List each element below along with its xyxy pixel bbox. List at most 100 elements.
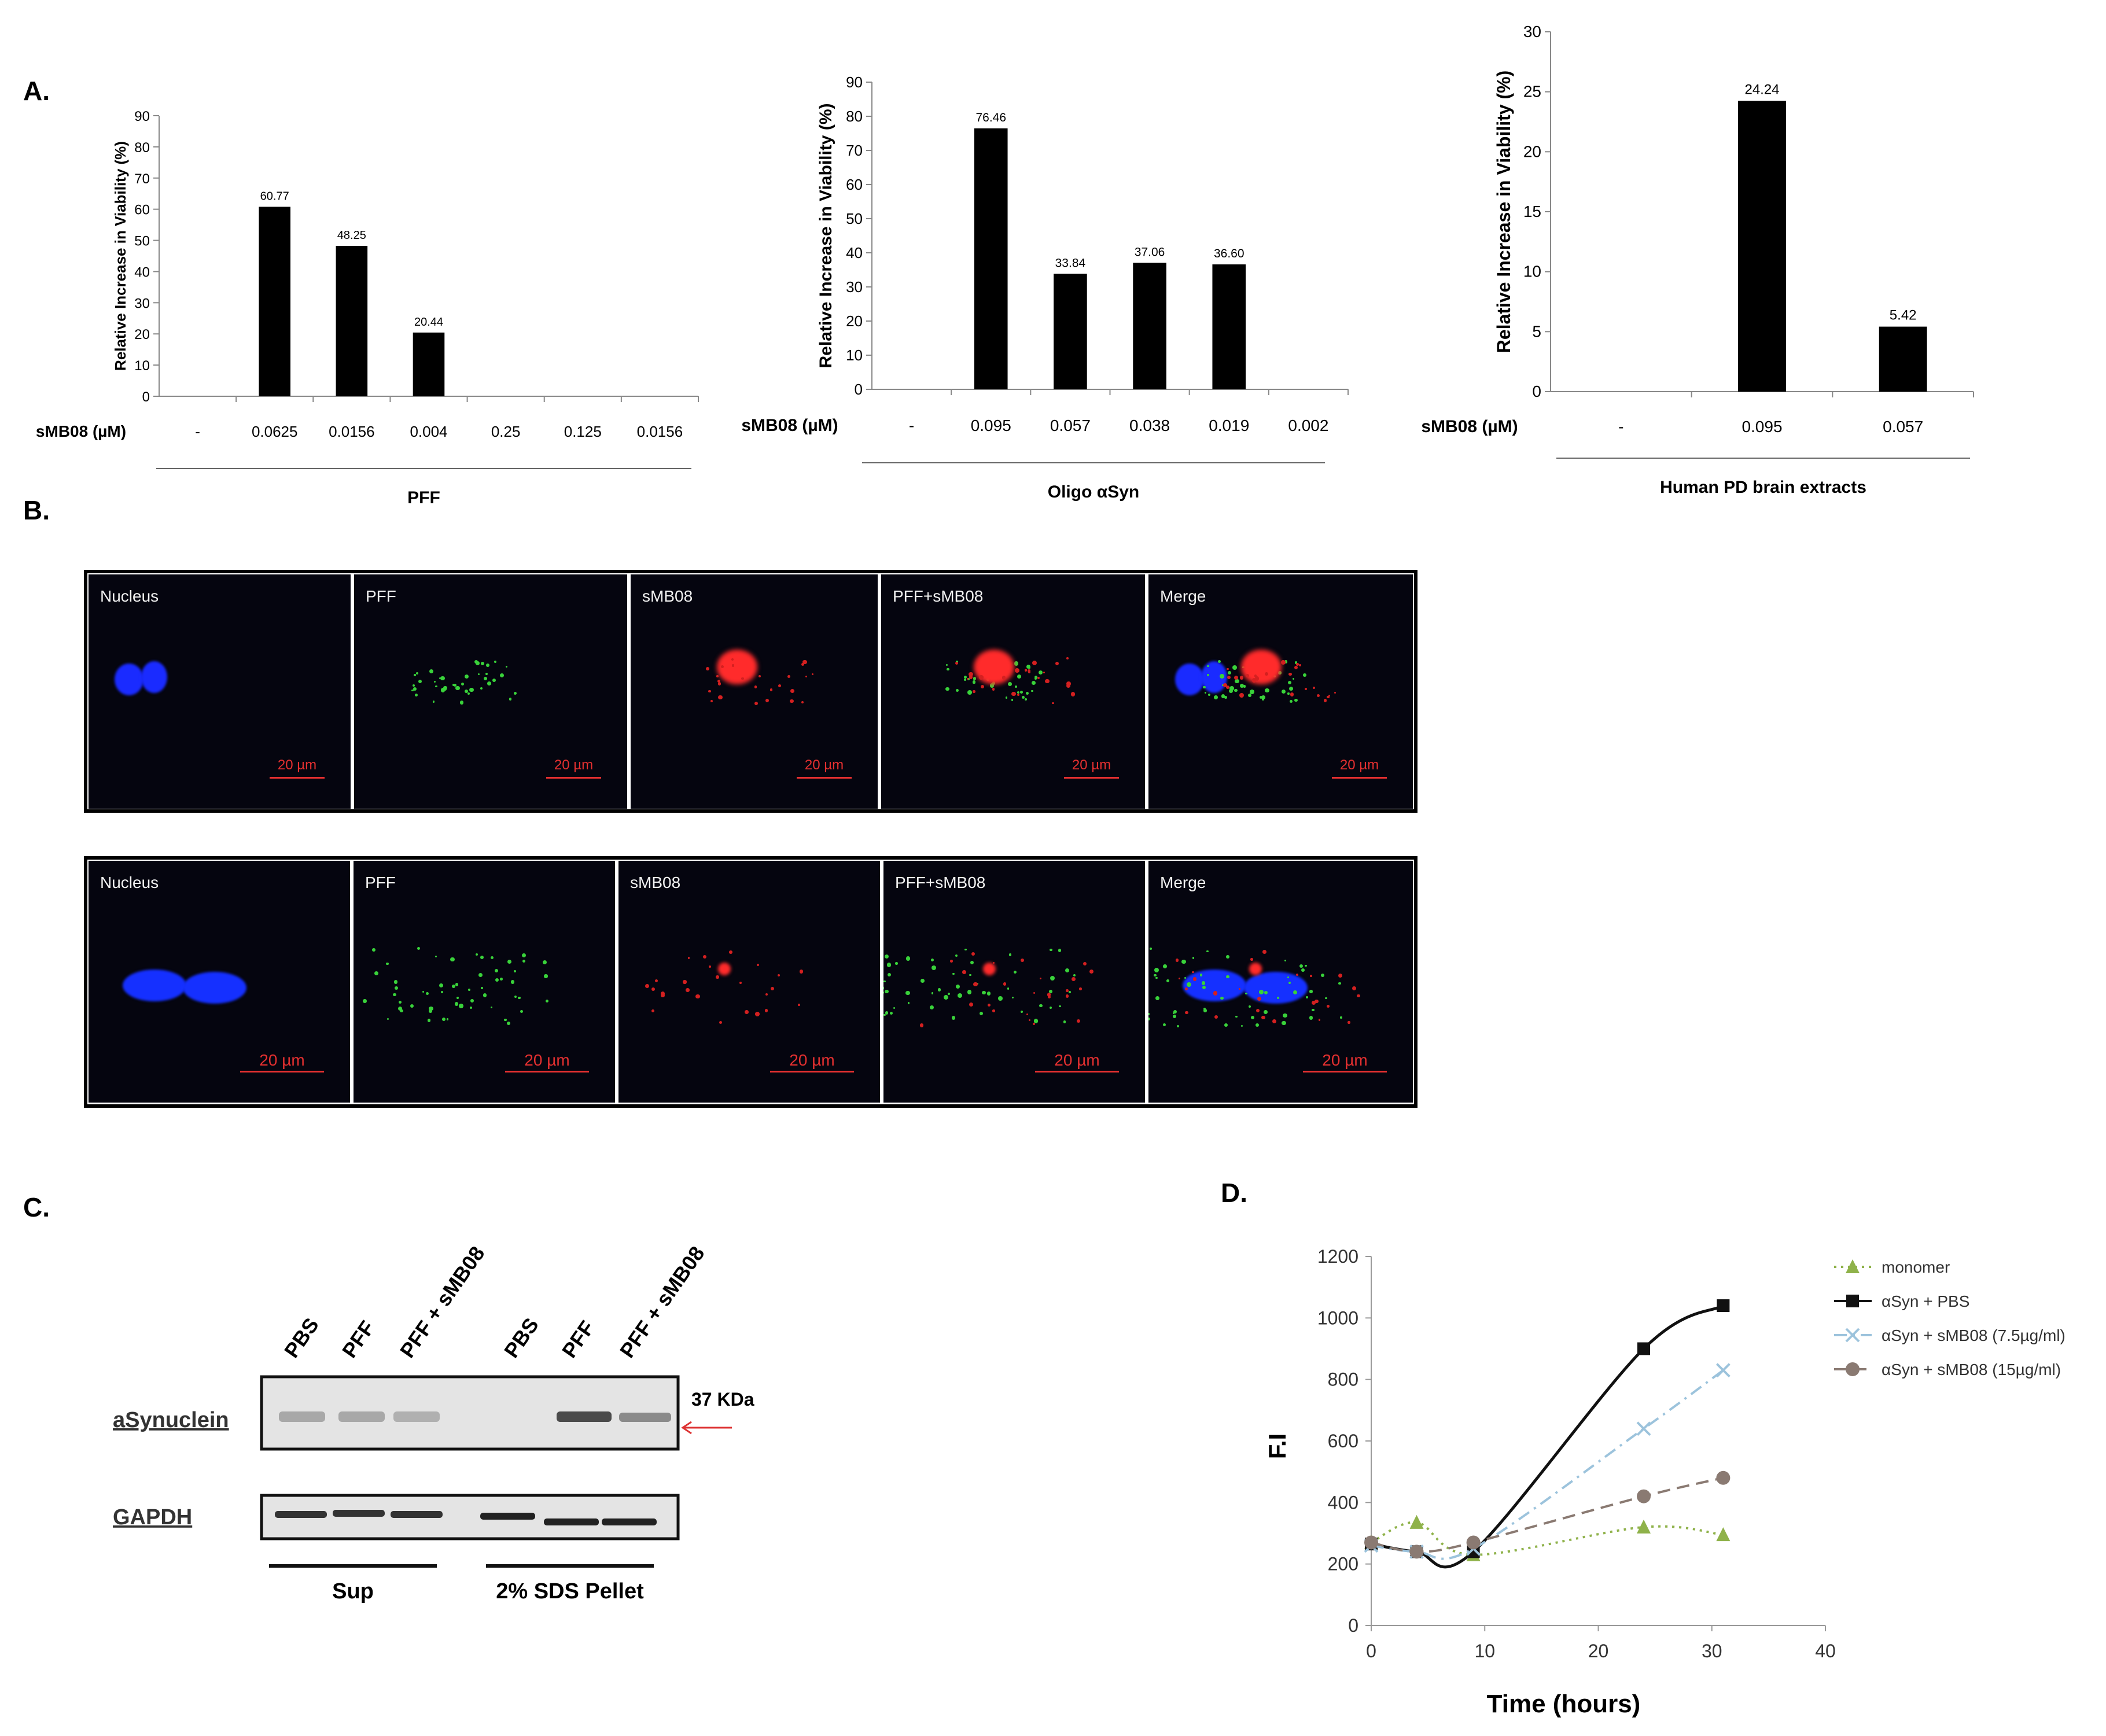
stain-dot bbox=[964, 948, 967, 951]
stain-dot bbox=[1202, 985, 1206, 990]
y-axis-label: Relative Increase in Viability (%) bbox=[1493, 71, 1514, 353]
series-line bbox=[1371, 1476, 1724, 1553]
stain-dot bbox=[967, 690, 972, 695]
stain-dot bbox=[1241, 1024, 1243, 1027]
stain-dot bbox=[1003, 982, 1007, 986]
channel-label: sMB08 bbox=[642, 587, 693, 605]
stain-dot bbox=[416, 672, 419, 675]
stain-blob bbox=[717, 649, 758, 684]
stain-dot bbox=[883, 991, 884, 994]
micro-panel: Nucleus 20 µm bbox=[89, 574, 351, 809]
data-point bbox=[1716, 1527, 1731, 1542]
data-point bbox=[1637, 1519, 1651, 1534]
data-point bbox=[1466, 1535, 1481, 1550]
stain-dot bbox=[1327, 1004, 1330, 1008]
scale-bar-label: 20 µm bbox=[524, 1051, 570, 1069]
stain-dot bbox=[741, 677, 744, 680]
stain-dot bbox=[945, 687, 949, 691]
stain-dot bbox=[1192, 971, 1194, 974]
stain-dot bbox=[952, 972, 955, 975]
stain-dot bbox=[467, 692, 470, 695]
channel-label: Merge bbox=[1160, 587, 1206, 605]
y-tick-label: 60 bbox=[134, 202, 150, 218]
stain-dot bbox=[505, 666, 508, 668]
row-label-asyn: aSynuclein bbox=[113, 1408, 229, 1432]
stain-dot bbox=[967, 990, 972, 994]
stain-dot bbox=[906, 956, 911, 961]
stain-dot bbox=[1028, 1019, 1030, 1021]
stain-dot bbox=[955, 954, 958, 957]
stain-dot bbox=[1071, 977, 1076, 982]
stain-dot bbox=[1033, 1019, 1039, 1024]
stain-dot bbox=[1283, 1013, 1287, 1018]
x-tick-label: 0.25 bbox=[491, 423, 521, 440]
stain-dot bbox=[945, 664, 948, 666]
stain-dot bbox=[1287, 692, 1290, 695]
stain-dot bbox=[1227, 668, 1229, 670]
y-tick-label: 1200 bbox=[1317, 1246, 1358, 1267]
data-label: 76.46 bbox=[975, 111, 1006, 124]
stain-dot bbox=[483, 676, 487, 680]
stain-blob bbox=[1240, 649, 1282, 684]
stain-dot bbox=[1294, 665, 1298, 670]
stain-dot bbox=[1028, 670, 1031, 673]
stain-dot bbox=[1288, 672, 1293, 676]
stain-dot bbox=[1083, 962, 1087, 965]
bar bbox=[1738, 101, 1786, 392]
stain-dot bbox=[1059, 1005, 1062, 1008]
micro-panel: Nucleus 20 µm bbox=[89, 861, 350, 1103]
stain-dot bbox=[1163, 964, 1167, 968]
stain-blob bbox=[1174, 663, 1204, 695]
group-label-pellet: 2% SDS Pellet bbox=[496, 1579, 644, 1604]
stain-dot bbox=[1304, 688, 1307, 691]
stain-dot bbox=[477, 673, 480, 676]
stain-dot bbox=[1287, 976, 1290, 978]
band bbox=[393, 1411, 440, 1422]
data-label: 48.25 bbox=[337, 229, 366, 242]
stain-dot bbox=[1312, 1008, 1315, 1012]
stain-dot bbox=[461, 683, 464, 686]
stain-dot bbox=[705, 666, 710, 671]
stain-dot bbox=[1037, 676, 1040, 679]
y-tick-label: 80 bbox=[846, 108, 863, 125]
stain-dot bbox=[432, 701, 435, 703]
legend-label: monomer bbox=[1882, 1258, 1950, 1276]
stain-dot bbox=[1066, 657, 1069, 659]
stain-dot bbox=[654, 979, 658, 983]
x-tick-label: - bbox=[195, 423, 200, 440]
channel-label: PFF bbox=[365, 873, 396, 891]
stain-dot bbox=[520, 1009, 523, 1013]
stain-dot bbox=[1227, 675, 1231, 679]
micro-panel: Merge 20 µm bbox=[1148, 861, 1413, 1103]
stain-dot bbox=[1248, 1005, 1251, 1008]
stain-dot bbox=[717, 680, 720, 683]
stain-dot bbox=[455, 983, 459, 986]
bar bbox=[1054, 274, 1087, 389]
stain-dot bbox=[469, 687, 474, 692]
stain-dot bbox=[787, 675, 791, 679]
stain-dot bbox=[446, 1018, 449, 1020]
stain-dot bbox=[468, 989, 470, 991]
x-tick-label: 0.057 bbox=[1883, 418, 1923, 436]
x-tick-label: 30 bbox=[1702, 1641, 1722, 1661]
panel-label-d: D. bbox=[1221, 1178, 1247, 1208]
stain-dot bbox=[1039, 1004, 1043, 1008]
stain-dot bbox=[546, 1000, 549, 1003]
stain-dot bbox=[1220, 673, 1225, 679]
stain-dot bbox=[1021, 1011, 1023, 1013]
scale-bar-label: 20 µm bbox=[1322, 1051, 1368, 1069]
stain-dot bbox=[1015, 668, 1020, 673]
panel-label-c: C. bbox=[23, 1192, 50, 1222]
data-point bbox=[1716, 1470, 1731, 1485]
band bbox=[619, 1413, 671, 1422]
data-point bbox=[1715, 1363, 1731, 1378]
stain-dot bbox=[1011, 691, 1016, 696]
stain-dot bbox=[801, 663, 804, 666]
stain-dot bbox=[1045, 679, 1050, 684]
stain-dot bbox=[494, 660, 496, 663]
stain-dot bbox=[886, 963, 892, 967]
stain-dot bbox=[977, 983, 979, 985]
stain-dot bbox=[719, 1020, 722, 1024]
y-tick-label: 1000 bbox=[1317, 1307, 1358, 1328]
stain-dot bbox=[1232, 665, 1238, 670]
